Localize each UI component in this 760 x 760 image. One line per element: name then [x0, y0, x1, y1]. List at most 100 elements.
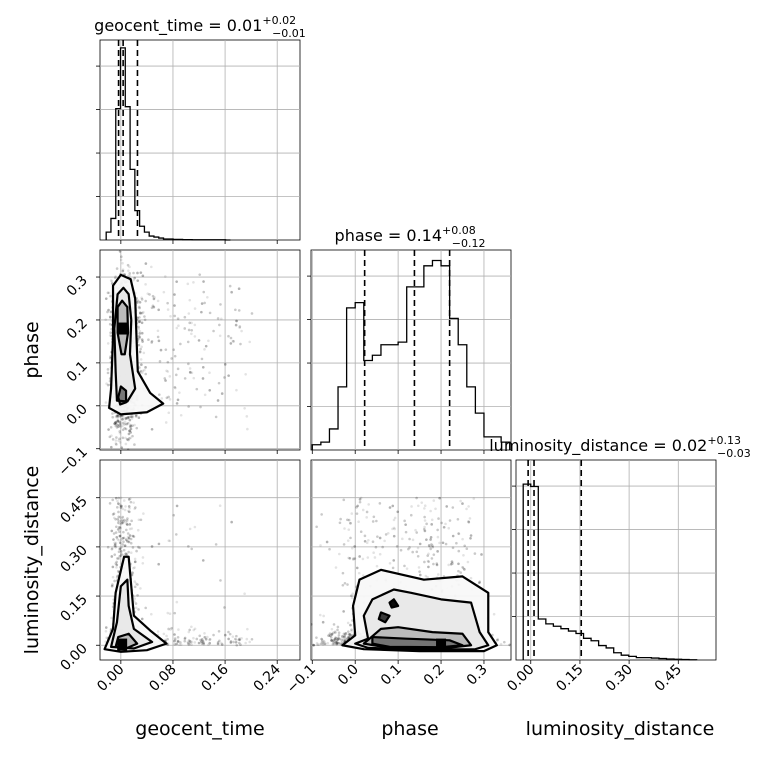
scatter-point [129, 241, 132, 244]
scatter-point [120, 504, 123, 508]
scatter-point [127, 432, 131, 436]
scatter-point [114, 420, 118, 424]
scatter-point [235, 643, 239, 647]
scatter-point [121, 428, 125, 432]
scatter-point [188, 370, 192, 374]
scatter-point [173, 314, 177, 318]
scatter-point [115, 576, 119, 579]
scatter-point [125, 528, 128, 532]
scatter-point [190, 371, 194, 375]
scatter-point [125, 422, 129, 426]
scatter-point [144, 262, 148, 265]
scatter-point [187, 362, 190, 366]
scatter-point [123, 422, 127, 426]
scatter-point [173, 304, 176, 307]
scatter-point [118, 430, 122, 433]
scatter-point [172, 348, 176, 352]
scatter-point [173, 385, 177, 389]
scatter-point [141, 274, 145, 278]
scatter-point [134, 414, 138, 418]
scatter-point [126, 539, 129, 543]
scatter-point [137, 325, 140, 329]
panel-frame [310, 249, 512, 451]
scatter-point [234, 640, 238, 644]
scatter-point [109, 294, 112, 298]
scatter-point [118, 250, 122, 253]
scatter-point [237, 641, 241, 645]
scatter-point [126, 421, 130, 425]
scatter-point [120, 521, 123, 525]
scatter-point [166, 637, 169, 641]
scatter-point [138, 311, 142, 315]
scatter-point [178, 391, 181, 394]
scatter-point [243, 406, 246, 410]
scatter-point [126, 421, 130, 425]
scatter-point [232, 640, 235, 644]
scatter-point [106, 545, 110, 549]
scatter-point [139, 358, 143, 361]
scatter-point [136, 316, 139, 320]
scatter-point [118, 415, 122, 418]
scatter-point [136, 316, 139, 320]
scatter-point [203, 393, 207, 397]
scatter-point [238, 325, 242, 328]
scatter-point [162, 632, 166, 636]
scatter-point [201, 365, 205, 369]
scatter-point [238, 325, 242, 328]
scatter-point [108, 315, 112, 318]
scatter-point [139, 587, 142, 590]
scatter-point [212, 329, 215, 333]
scatter-point [139, 518, 143, 522]
scatter-point [120, 545, 124, 549]
scatter-point [111, 415, 115, 419]
scatter-point [108, 334, 112, 337]
scatter-point [143, 368, 146, 372]
scatter-point [144, 366, 147, 369]
scatter-point [202, 642, 206, 646]
scatter-point [197, 339, 201, 342]
scatter-point [124, 416, 128, 420]
scatter-point [121, 418, 124, 421]
scatter-point [121, 269, 125, 273]
scatter-point [193, 307, 197, 310]
scatter-point [136, 316, 139, 320]
scatter-point [202, 290, 206, 294]
scatter-point [158, 360, 162, 363]
scatter-point [216, 399, 220, 402]
scatter-point [140, 338, 144, 341]
scatter-point [118, 424, 122, 427]
scatter-point [175, 280, 178, 283]
scatter-point [104, 401, 108, 404]
scatter-point [166, 370, 170, 373]
scatter-point [127, 416, 131, 419]
scatter-point [173, 304, 176, 307]
scatter-point [148, 293, 151, 296]
scatter-point [235, 319, 239, 323]
scatter-point [120, 446, 124, 449]
scatter-point [198, 273, 202, 276]
scatter-point [107, 308, 110, 312]
scatter-point [133, 557, 137, 561]
scatter-point [165, 634, 168, 638]
scatter-point [141, 340, 144, 343]
scatter-point [144, 299, 147, 303]
scatter-point [150, 545, 154, 548]
scatter-point [216, 317, 220, 320]
scatter-point [183, 315, 187, 319]
scatter-point [117, 425, 120, 429]
scatter-point [212, 329, 215, 333]
scatter-point [138, 336, 142, 340]
scatter-point [176, 367, 180, 371]
scatter-point [123, 518, 126, 522]
scatter-point [190, 321, 193, 325]
scatter-point [203, 635, 206, 639]
scatter-point [127, 536, 131, 540]
scatter-point [119, 554, 123, 557]
scatter-point [152, 305, 156, 309]
scatter-point [143, 318, 147, 322]
scatter-point [250, 312, 254, 315]
scatter-point [150, 612, 153, 616]
scatter-point [140, 311, 144, 315]
scatter-point [246, 627, 249, 631]
scatter-point [165, 369, 168, 373]
